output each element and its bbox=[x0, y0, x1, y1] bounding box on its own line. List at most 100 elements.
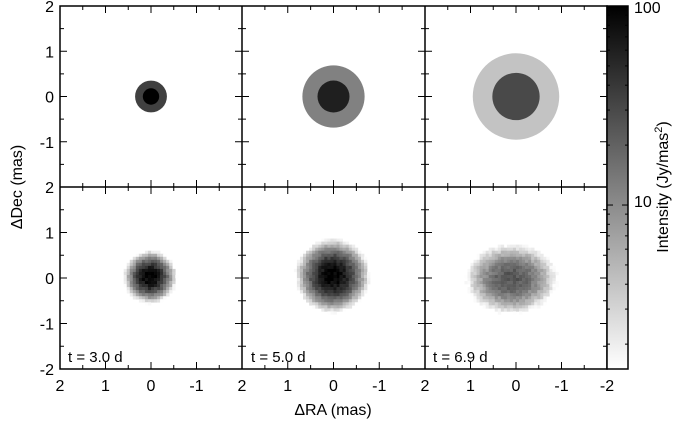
pixel bbox=[306, 256, 310, 261]
pixel bbox=[479, 293, 483, 297]
pixel bbox=[138, 259, 143, 264]
pixel bbox=[491, 247, 496, 251]
pixel bbox=[348, 265, 353, 270]
pixel bbox=[503, 274, 508, 279]
pixel bbox=[470, 271, 474, 276]
pixel bbox=[494, 296, 499, 300]
pixel bbox=[336, 247, 340, 251]
pixel bbox=[151, 259, 155, 264]
pixel bbox=[336, 256, 340, 261]
pixel bbox=[351, 284, 356, 288]
pixel bbox=[525, 274, 529, 279]
pixel bbox=[491, 268, 496, 273]
pixel bbox=[321, 284, 325, 288]
pixel bbox=[360, 293, 365, 297]
pixel bbox=[488, 284, 493, 288]
pixel bbox=[470, 278, 474, 282]
pixel bbox=[138, 253, 143, 258]
pixel bbox=[476, 296, 480, 300]
pixel bbox=[537, 278, 541, 282]
pixel bbox=[512, 296, 517, 300]
pixel bbox=[163, 271, 167, 276]
pixel bbox=[144, 265, 149, 270]
pixel bbox=[522, 256, 526, 261]
pixel bbox=[497, 256, 502, 261]
pixel bbox=[147, 253, 152, 258]
pixel bbox=[333, 238, 337, 242]
pixel bbox=[327, 290, 331, 294]
pixel bbox=[491, 296, 496, 300]
pixel bbox=[345, 244, 350, 248]
pixel bbox=[160, 278, 164, 282]
pixel bbox=[303, 259, 307, 264]
pixel bbox=[306, 253, 310, 258]
pixel bbox=[296, 274, 301, 279]
y-tick-label: 0 bbox=[45, 90, 54, 107]
pixel bbox=[354, 278, 359, 282]
pixel bbox=[357, 253, 362, 258]
pixel bbox=[348, 281, 353, 285]
pixel bbox=[327, 262, 331, 267]
pixel bbox=[315, 253, 319, 258]
pixel bbox=[509, 299, 514, 303]
pixel bbox=[482, 299, 486, 303]
pixel bbox=[348, 247, 353, 251]
pixel bbox=[342, 259, 346, 264]
pixel bbox=[315, 302, 319, 306]
pixel bbox=[172, 271, 176, 276]
pixel bbox=[324, 305, 328, 309]
pixel bbox=[333, 256, 337, 261]
pixel bbox=[306, 284, 310, 288]
pixel bbox=[345, 256, 350, 261]
pixel bbox=[315, 274, 319, 279]
pixel bbox=[348, 287, 353, 291]
pixel bbox=[330, 278, 334, 282]
pixel bbox=[324, 296, 328, 300]
pixel bbox=[509, 256, 514, 261]
pixel bbox=[327, 274, 331, 279]
pixel bbox=[543, 259, 547, 264]
pixel bbox=[342, 284, 346, 288]
pixel bbox=[537, 262, 541, 267]
pixel bbox=[516, 302, 520, 306]
pixel bbox=[163, 278, 167, 282]
pixel bbox=[303, 271, 307, 276]
pixel bbox=[479, 268, 483, 273]
pixel bbox=[160, 268, 164, 273]
pixel bbox=[506, 296, 511, 300]
pixel bbox=[312, 287, 316, 291]
pixel bbox=[534, 253, 538, 258]
pixel bbox=[345, 250, 350, 255]
pixel bbox=[509, 247, 514, 251]
pixel bbox=[342, 274, 346, 279]
pixel bbox=[336, 278, 340, 282]
pixel bbox=[537, 265, 541, 270]
pixel bbox=[473, 268, 477, 273]
pixel bbox=[169, 259, 173, 264]
pixel bbox=[129, 278, 134, 282]
pixel bbox=[342, 265, 346, 270]
pixel bbox=[519, 259, 523, 264]
pixel bbox=[497, 259, 502, 264]
pixel bbox=[330, 256, 334, 261]
pixel bbox=[534, 265, 538, 270]
pixel bbox=[491, 287, 496, 291]
pixel bbox=[354, 265, 359, 270]
pixel bbox=[528, 293, 532, 297]
pixel bbox=[351, 256, 356, 261]
pixel bbox=[166, 259, 170, 264]
pixel bbox=[500, 250, 505, 255]
pixel bbox=[525, 299, 529, 303]
pixel bbox=[306, 250, 310, 255]
pixel bbox=[135, 253, 140, 258]
pixel bbox=[549, 274, 553, 279]
x-tick-label: 2 bbox=[421, 378, 430, 395]
pixel bbox=[135, 287, 140, 291]
pixel bbox=[296, 287, 301, 291]
pixel bbox=[522, 305, 526, 309]
pixel bbox=[336, 284, 340, 288]
pixel bbox=[135, 278, 140, 282]
pixel bbox=[522, 281, 526, 285]
pixel bbox=[312, 262, 316, 267]
pixel bbox=[318, 262, 322, 267]
